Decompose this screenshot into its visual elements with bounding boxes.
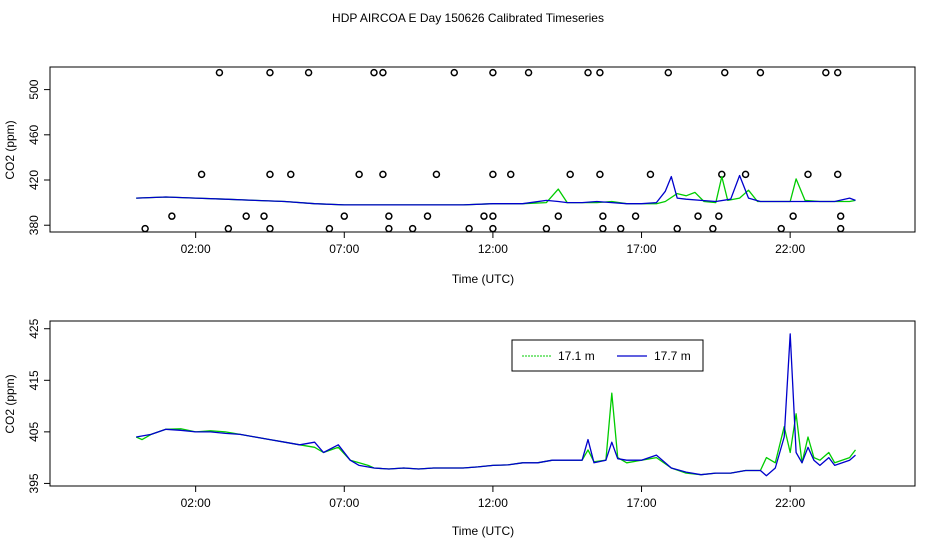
outlier-point xyxy=(480,212,488,220)
x-tick-label: 02:00 xyxy=(181,242,211,256)
outlier-point xyxy=(385,212,393,220)
outlier-point xyxy=(379,68,387,77)
outlier-point xyxy=(836,212,845,220)
y-tick-label: 415 xyxy=(27,370,41,390)
outlier-point xyxy=(266,170,274,179)
series-line-17-1-m xyxy=(135,392,857,476)
outlier-point xyxy=(616,224,625,233)
x-tick-label: 17:00 xyxy=(627,496,657,510)
series-line-blue xyxy=(136,174,856,206)
plot-frame xyxy=(49,66,916,233)
y-tick-label: 395 xyxy=(27,473,41,493)
y-axis-label: CO2 (ppm) xyxy=(3,120,17,179)
series-line-17-7-m xyxy=(136,333,856,477)
outlier-point xyxy=(664,68,673,77)
x-tick-label: 02:00 xyxy=(181,496,211,510)
x-axis-label: Time (UTC) xyxy=(452,524,514,538)
panel-top: 02:00 07:00 12:00 17:00 22:00 380 420 460 500 CO… xyxy=(3,66,916,286)
outlier-point xyxy=(489,224,497,233)
y-tick-label: 405 xyxy=(27,422,41,442)
outlier-point xyxy=(506,170,515,179)
outlier-point xyxy=(465,224,473,233)
outlier-point xyxy=(789,212,797,220)
outlier-point xyxy=(489,68,497,77)
outlier-point xyxy=(741,170,750,179)
outlier-point xyxy=(355,170,363,179)
outlier-point xyxy=(260,212,268,220)
x-tick-label: 07:00 xyxy=(329,496,359,510)
outlier-point xyxy=(141,224,149,233)
legend-label-17-1m: 17.1 m xyxy=(558,349,595,363)
outlier-markers xyxy=(141,68,845,233)
outlier-point xyxy=(450,68,459,77)
outlier-point xyxy=(599,224,607,233)
outlier-point xyxy=(822,68,830,77)
outlier-point xyxy=(266,224,274,233)
outlier-point xyxy=(584,68,592,77)
outlier-point xyxy=(833,68,842,77)
outlier-point xyxy=(756,68,765,77)
outlier-point xyxy=(596,170,604,179)
outlier-point xyxy=(566,170,574,179)
outlier-point xyxy=(524,68,533,77)
outlier-point xyxy=(224,224,233,233)
outlier-point xyxy=(599,212,607,220)
outlier-point xyxy=(489,170,497,179)
x-tick-label: 12:00 xyxy=(478,496,508,510)
outlier-point xyxy=(673,224,681,233)
outlier-point xyxy=(542,224,551,233)
legend-label-17-7m: 17.7 m xyxy=(654,349,691,363)
y-axis-label: CO2 (ppm) xyxy=(3,374,17,433)
outlier-point xyxy=(489,212,497,220)
axes-bottom: 02:00 07:00 12:00 17:00 22:00 395 405 415 425 xyxy=(27,318,805,510)
outlier-point xyxy=(836,224,845,233)
outlier-point xyxy=(370,68,378,77)
outlier-point xyxy=(340,212,349,220)
outlier-point xyxy=(694,212,702,220)
outlier-point xyxy=(804,170,812,179)
series-line-green xyxy=(136,175,856,206)
outlier-point xyxy=(287,170,295,179)
series-lines xyxy=(136,174,856,206)
outlier-point xyxy=(408,224,417,233)
plot-frame xyxy=(49,320,916,487)
outlier-point xyxy=(709,224,717,233)
x-tick-label: 17:00 xyxy=(627,242,657,256)
x-tick-label: 12:00 xyxy=(478,242,508,256)
axes-top: 02:00 07:00 12:00 17:00 22:00 380 420 460 500 xyxy=(27,79,805,256)
legend: 17.1 m 17.7 m xyxy=(511,339,704,372)
x-axis-label: Time (UTC) xyxy=(452,272,514,286)
panel-bottom: 02:00 07:00 12:00 17:00 22:00 395 405 415 425 CO… xyxy=(3,318,916,538)
outlier-point xyxy=(266,68,274,77)
outlier-point xyxy=(385,224,393,233)
y-tick-label: 460 xyxy=(27,124,41,144)
outlier-point xyxy=(596,68,604,77)
outlier-point xyxy=(325,224,334,233)
outlier-point xyxy=(833,170,842,179)
y-tick-label: 425 xyxy=(27,318,41,338)
y-tick-label: 420 xyxy=(27,170,41,190)
outlier-point xyxy=(304,68,313,77)
x-tick-label: 07:00 xyxy=(329,242,359,256)
y-tick-label: 500 xyxy=(27,79,41,99)
outlier-point xyxy=(432,170,441,179)
outlier-point xyxy=(715,212,723,220)
outlier-point xyxy=(777,224,785,233)
outlier-point xyxy=(242,212,250,220)
x-tick-label: 22:00 xyxy=(775,496,805,510)
outlier-point xyxy=(631,212,640,220)
outlier-point xyxy=(721,68,729,77)
outlier-point xyxy=(554,212,563,220)
outlier-point xyxy=(197,170,206,179)
outlier-point xyxy=(215,68,224,77)
chart-title: HDP AIRCOA E Day 150626 Calibrated Times… xyxy=(332,11,604,25)
outlier-point xyxy=(646,170,655,179)
outlier-point xyxy=(379,170,387,179)
y-tick-label: 380 xyxy=(27,215,41,235)
series-lines xyxy=(135,333,857,477)
outlier-point xyxy=(423,212,432,220)
outlier-point xyxy=(168,212,176,220)
x-tick-label: 22:00 xyxy=(775,242,805,256)
